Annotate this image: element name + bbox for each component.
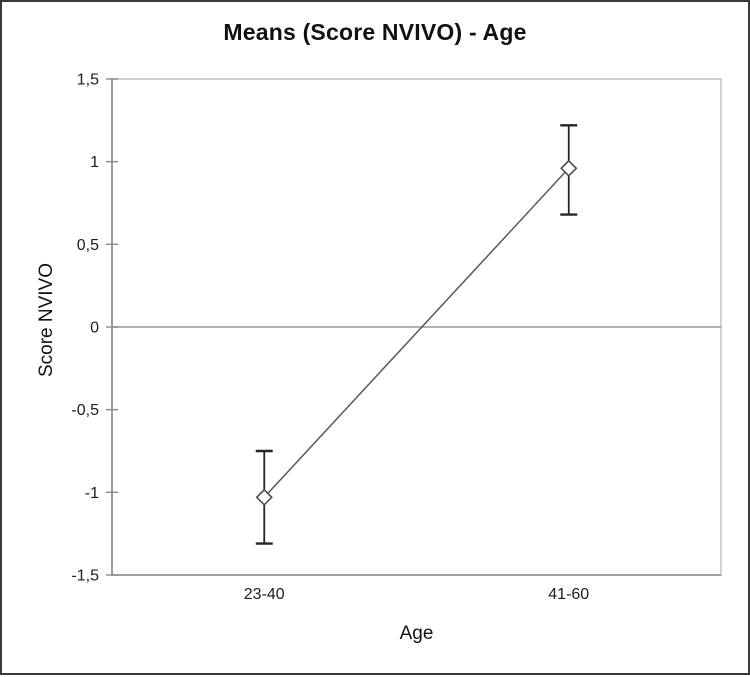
x-tick-label: 41-60 bbox=[548, 586, 589, 603]
y-tick-label: -1,5 bbox=[71, 568, 99, 585]
y-tick-label: -0,5 bbox=[71, 402, 99, 419]
data-point-marker bbox=[255, 488, 273, 506]
y-tick-label: 1 bbox=[90, 154, 99, 171]
series-line bbox=[263, 167, 570, 498]
y-tick-label: -1 bbox=[85, 485, 99, 502]
y-tick-label: 1,5 bbox=[77, 72, 99, 89]
x-tick-label: 23-40 bbox=[244, 586, 285, 603]
data-point-marker bbox=[560, 159, 578, 177]
chart-title: Means (Score NVIVO) - Age bbox=[223, 19, 527, 45]
y-axis-title: Score NVIVO bbox=[36, 262, 57, 378]
y-tick-label: 0 bbox=[90, 320, 99, 337]
y-tick-label: 0,5 bbox=[77, 237, 99, 254]
x-axis-title: Age bbox=[399, 623, 434, 644]
